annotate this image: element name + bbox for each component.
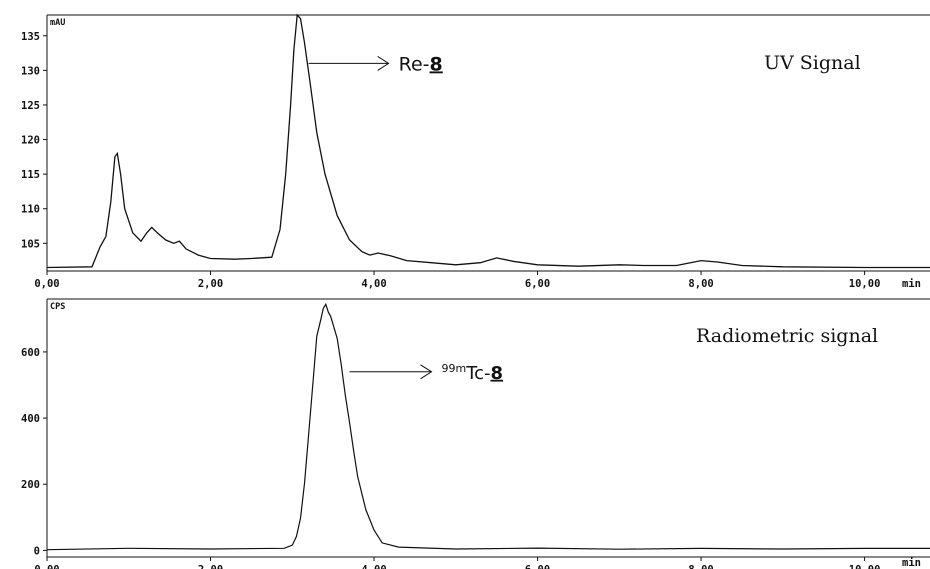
uv-x-tick-label: 0,00 [34,278,59,290]
uv-y-tick-label: 115 [21,169,40,181]
uv-x-tick-label: 8,00 [688,278,713,290]
radiometric-signal-title: Radiometric signal [696,325,878,347]
uv-y-tick-label: 120 [21,135,40,147]
uv-x-tick-label: 2,00 [198,278,223,290]
radiometric-chromatogram-panel: CPS min Radiometric signal 0 200 400 600 0,… [21,298,930,569]
tc-8-peak-label: 99mTc-8 [442,362,504,384]
uv-y-tick-label: 130 [21,65,40,77]
tc-8-arrowhead [420,364,433,380]
uv-signal-title: UV Signal [764,52,861,74]
re-8-compound: 8 [430,53,443,75]
re-8-prefix: Re- [399,53,430,75]
uv-y-tick-label: 135 [21,31,40,43]
uv-y-tick-label: 105 [21,238,40,250]
uv-chromatogram-panel: mAU min UV Signal 105110115120125130135 … [21,13,930,290]
re-8-arrowhead [377,56,390,71]
rad-y-tick-label: 400 [21,413,40,425]
rad-y-tick-label: 200 [21,479,40,491]
uv-x-tick-label: 6,00 [525,278,550,290]
re-8-peak-label: Re-8 [399,53,443,75]
tc-8-isotope: 99m [442,362,467,375]
tc-8-prefix: Tc- [465,363,490,384]
rad-x-unit-label: min [902,557,921,569]
radiometric-signal-trace [46,302,930,551]
rad-x-tick-label: 8,00 [688,564,713,569]
rad-x-tick-label: 2,00 [198,564,223,569]
rad-y-tick-label: 0 [34,545,40,557]
rad-y-tick-label: 600 [21,347,40,359]
uv-x-tick-label: 10,00 [849,278,881,290]
uv-signal-trace [46,13,930,269]
rad-y-unit-label: CPS [50,302,65,312]
uv-x-unit-label: min [902,278,921,290]
rad-x-tick-label: 6,00 [525,564,550,569]
rad-x-tick-label: 4,00 [361,564,386,569]
uv-y-unit-label: mAU [50,18,65,28]
rad-x-tick-label: 0,00 [34,564,59,569]
rad-x-tick-label: 10,00 [849,564,881,569]
uv-y-tick-label: 110 [21,204,40,216]
tc-8-compound: 8 [491,363,504,384]
uv-x-tick-label: 4,00 [361,278,386,290]
uv-y-tick-label: 125 [21,100,40,112]
